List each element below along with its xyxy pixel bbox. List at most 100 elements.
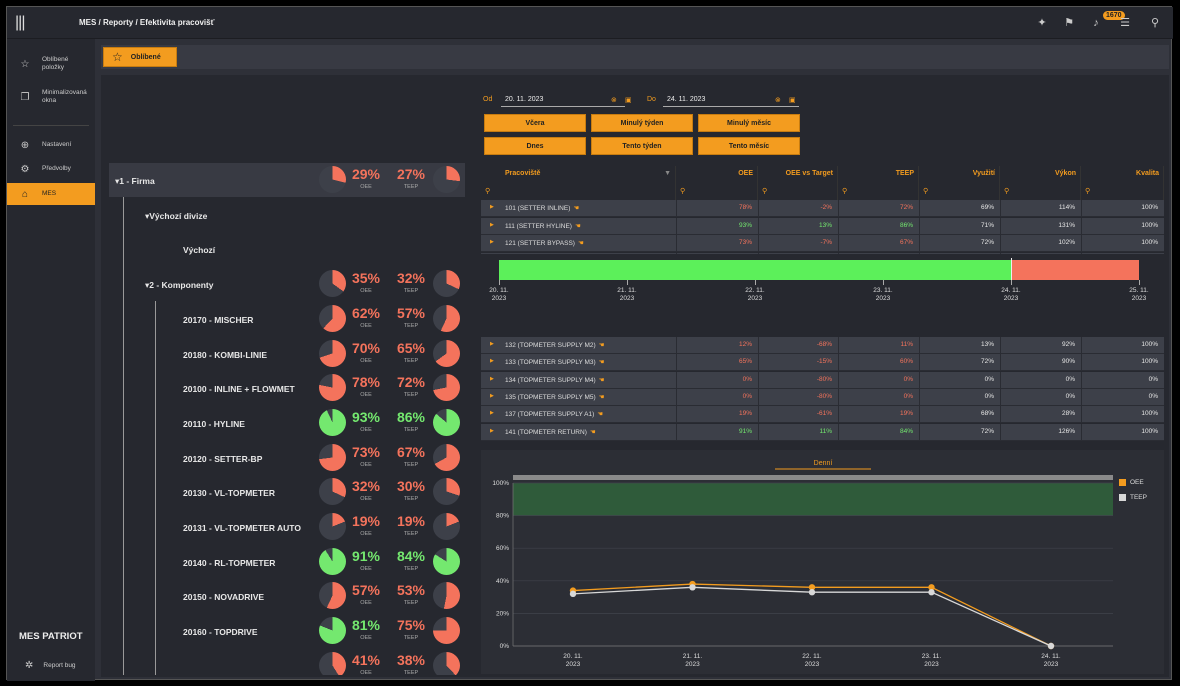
chart-title[interactable]: Denní [814,460,833,467]
report-bug-link[interactable]: ✲ Report bug [7,657,95,673]
column-header[interactable]: Pracoviště ⚲ ▼ [481,166,676,200]
calendar-icon[interactable]: ▣ [625,97,632,104]
table-row[interactable]: ▶ 133 (TOPMETER SUPPLY M3) ☚ 65% -15% 60% 72% 9… [481,354,1164,372]
hand-icon[interactable]: ☚ [598,393,605,401]
tree-node[interactable]: 20120 - SETTER-BP 73% OEE 67% TEEP [109,441,465,475]
yesterday-button[interactable]: Včera [484,114,586,132]
table-row[interactable]: ▶ 132 (TOPMETER SUPPLY M2) ☚ 12% -68% 11% 13% 9… [481,337,1164,354]
table-row[interactable]: ▶ 121 (SETTER BYPASS) ☚ 73% -7% 67% 72% 102% 100… [481,235,1164,252]
tree-node[interactable]: 20130 - VL-TOPMETER 32% OEE 30% TEEP [109,475,465,509]
search-icon[interactable]: ⚲ [680,188,686,195]
search-icon[interactable]: ⚲ [485,188,491,195]
date-from-input[interactable]: 20. 11. 2023 [501,93,625,107]
tree-node[interactable]: ▾2 - Komponenty 35% OEE 32% TEEP [109,267,465,301]
table-row[interactable]: ▶ 141 (TOPMETER RETURN) ☚ 91% 11% 84% 72% 126% 1… [481,423,1164,441]
hand-icon[interactable]: ☚ [598,342,605,349]
table-row[interactable]: ▶ 101 (SETTER INLINE) ☚ 78% -2% 72% 69% 114% 100… [481,200,1164,217]
table-row[interactable]: ▶ 134 (TOPMETER SUPPLY M4) ☚ 0% -80% 0% 0% 0% 0% [481,371,1164,389]
search-icon[interactable]: ⚲ [1085,188,1091,195]
menu-icon[interactable]: ||| [15,14,25,31]
data-point-teep[interactable] [928,589,935,596]
sidebar-item-settings[interactable]: ⊕ Nastavení [7,134,95,156]
tree-node[interactable]: 20110 - HYLINE 93% OEE 86% TEEP [109,406,465,440]
column-header[interactable]: Kvalita ⚲ [1081,166,1164,200]
calendar-icon[interactable]: ▣ [789,97,796,104]
table-row[interactable]: ▶ 137 (TOPMETER SUPPLY A1) ☚ 19% -61% 19% 68% 2… [481,406,1164,424]
clear-icon[interactable]: ⊗ [775,97,781,104]
cell-divider [919,200,920,217]
column-header[interactable]: Výkon ⚲ [1000,166,1081,200]
data-point-teep[interactable] [1047,642,1055,650]
tree-node[interactable]: 20150 - NOVADRIVE 57% OEE 53% TEEP [109,579,465,613]
expand-icon[interactable]: ▶ [490,221,494,228]
hand-icon[interactable]: ☚ [597,411,604,419]
expand-icon[interactable]: ▶ [490,204,494,210]
expand-icon[interactable]: ▶ [490,375,494,382]
sidebar-item-minimized[interactable]: ❐ Minimalizovaná okna [7,86,95,108]
column-header[interactable]: OEE vs Target ⚲ [758,166,838,200]
hand-icon[interactable]: ☚ [598,359,605,367]
stopped-bar[interactable] [1011,260,1139,280]
column-header[interactable]: TEEP ⚲ [838,166,919,200]
date-to-input[interactable]: 24. 11. 2023 [663,93,799,107]
bell-icon[interactable]: ♪ [1093,17,1099,29]
favorites-button[interactable]: ☆ Oblíbené [103,47,177,67]
tree-node[interactable]: 20131 - VL-TOPMETER AUTO 19% OEE 19% TEEP [109,510,465,544]
today-button[interactable]: Dnes [484,137,586,155]
expand-icon[interactable]: ▶ [490,358,494,365]
search-icon[interactable]: ⚲ [923,188,929,195]
last-week-button[interactable]: Minulý týden [591,114,693,132]
expand-icon[interactable]: ▶ [490,410,494,417]
hand-icon[interactable]: ☚ [577,240,584,247]
tree-node[interactable]: ▾1 - Firma 29% OEE 27% TEEP [109,163,465,197]
messages-icon[interactable]: ☰ [1120,17,1130,29]
cell-teep: 84% [899,427,913,435]
oee-value: 35% [351,270,381,286]
tree-node[interactable]: 20140 - RL-TOPMETER 91% OEE 84% TEEP [109,545,465,579]
search-icon[interactable]: ⚲ [1004,188,1010,195]
hand-icon[interactable]: ☚ [574,222,581,230]
filter-icon[interactable]: ▼ [664,170,671,177]
tree-node[interactable]: 20100 - INLINE + FLOWMET 78% OEE 72% TEEP [109,371,465,405]
last-month-button[interactable]: Minulý měsíc [698,114,800,132]
hand-icon[interactable]: ☚ [598,376,605,384]
user-icon[interactable]: ⚲ [1150,17,1160,29]
clear-icon[interactable]: ⊗ [611,97,617,104]
flag-icon[interactable]: ⚑ [1064,17,1074,29]
table-row[interactable]: ▶ 111 (SETTER HYLINE) ☚ 93% 13% 86% 71% 131% 100… [481,217,1164,235]
tree-node[interactable]: 20170 - MISCHER 62% OEE 57% TEEP [109,302,465,336]
hand-icon[interactable]: ☚ [573,205,580,212]
oee-value: 81% [351,617,381,633]
sidebar-item-preferences[interactable]: ⚙ Předvolby [7,158,95,180]
expand-icon[interactable]: ▶ [490,427,494,434]
running-bar[interactable] [499,260,1011,280]
data-point-teep[interactable] [808,589,816,596]
tree-node[interactable]: ▾Výchozí divize [109,198,465,232]
this-month-button[interactable]: Tento měsíc [698,137,800,155]
cell-divider [838,235,839,252]
this-week-button[interactable]: Tento týden [591,137,693,155]
legend-oee[interactable]: OEE [1119,479,1144,486]
sidebar-item-mes[interactable]: ⌂ MES [7,183,95,205]
column-header[interactable]: OEE ⚲ [676,166,758,200]
data-point-oee[interactable] [928,584,935,591]
data-point-teep[interactable] [569,590,577,598]
search-icon[interactable]: ⚲ [842,188,848,195]
legend-teep[interactable]: TEEP [1119,494,1147,501]
hand-icon[interactable]: ☚ [589,428,596,436]
search-icon[interactable]: ⚲ [762,188,768,195]
column-header[interactable]: Využití ⚲ [919,166,1000,200]
tree-node[interactable]: 41% OEE 38% TEEP [109,649,465,675]
expand-icon[interactable]: ▶ [490,239,494,245]
pin-icon[interactable]: ✦ [1037,17,1047,29]
expand-icon[interactable]: ▶ [490,392,494,399]
data-point-teep[interactable] [689,584,696,591]
legend-swatch [1119,479,1126,486]
tree-node[interactable]: Výchozí [109,232,465,266]
tree-node[interactable]: 20180 - KOMBI-LINIE 70% OEE 65% TEEP [109,337,465,371]
expand-icon[interactable]: ▶ [490,341,494,347]
tree-node[interactable]: 20160 - TOPDRIVE 81% OEE 75% TEEP [109,614,465,648]
table-row[interactable]: ▶ 135 (TOPMETER SUPPLY M5) ☚ 0% -80% 0% 0% 0% 0% [481,388,1164,406]
data-point-oee[interactable] [808,584,816,591]
sidebar-item-favorites[interactable]: ☆ Oblíbené položky [7,53,95,75]
